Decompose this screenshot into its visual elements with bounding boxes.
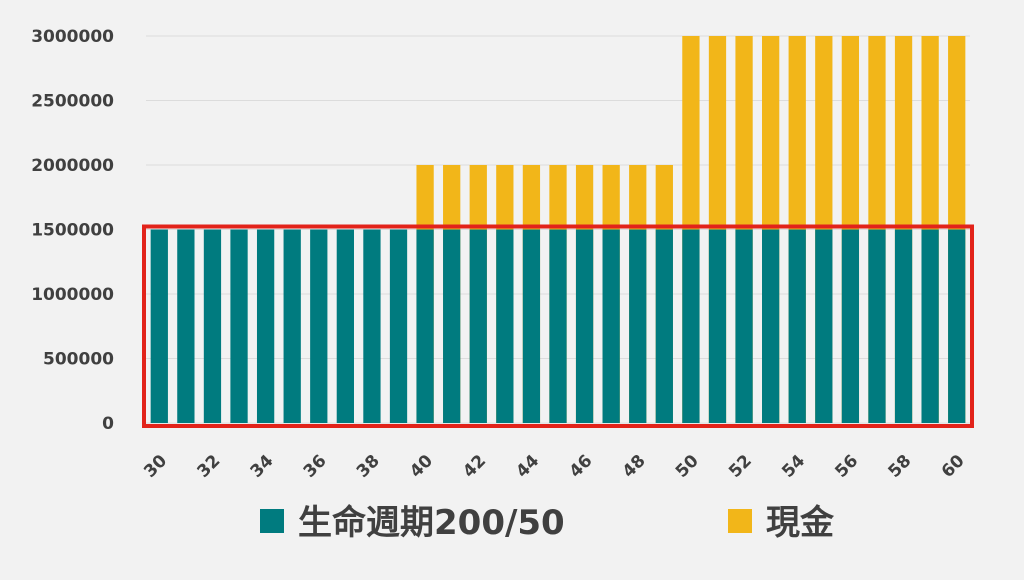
x-tick-label: 48 — [619, 451, 650, 482]
bar-lifecycle — [921, 229, 939, 423]
x-tick-label: 58 — [885, 451, 916, 482]
bar-lifecycle — [283, 229, 301, 423]
x-tick-label: 34 — [247, 451, 278, 482]
y-tick-label: 1500000 — [31, 221, 114, 241]
x-tick-label: 30 — [140, 451, 171, 482]
bar-lifecycle — [416, 229, 434, 423]
y-tick-label: 3000000 — [31, 27, 114, 47]
legend: 生命週期200/50 現金 — [260, 503, 835, 543]
x-tick-label: 36 — [300, 451, 331, 482]
y-tick-label: 1000000 — [31, 285, 114, 305]
bar-lifecycle — [363, 229, 381, 423]
bar-lifecycle — [522, 229, 541, 423]
bar-lifecycle — [788, 229, 806, 423]
y-tick-label: 2000000 — [31, 156, 114, 176]
bar-lifecycle — [735, 229, 753, 423]
bar-lifecycle — [841, 229, 860, 423]
x-tick-label: 38 — [353, 451, 384, 482]
bar-lifecycle — [682, 229, 700, 423]
bar-lifecycle — [549, 229, 567, 423]
x-tick-label: 50 — [672, 451, 703, 482]
y-tick-label: 2500000 — [31, 92, 114, 112]
bar-lifecycle — [443, 229, 461, 423]
bar-lifecycle — [469, 229, 487, 423]
x-tick-label: 40 — [406, 451, 437, 482]
legend-label-cash: 現金 — [766, 503, 835, 543]
bar-lifecycle — [762, 229, 780, 423]
bar-lifecycle — [629, 229, 647, 423]
x-axis-ticks: 30 32 34 36 38 40 42 44 46 48 50 52 54 56 58 60 — [140, 451, 968, 482]
bar-lifecycle — [815, 229, 833, 423]
bars — [150, 36, 966, 423]
legend-swatch-cash — [728, 509, 752, 533]
legend-label-lifecycle: 生命週期200/50 — [298, 503, 565, 543]
y-axis-ticks: 0 500000 1000000 1500000 2000000 2500000 30000… — [31, 27, 114, 434]
legend-swatch-lifecycle — [260, 509, 284, 533]
bar-lifecycle — [868, 229, 886, 423]
highlight-layer — [142, 224, 974, 428]
bar-lifecycle — [177, 229, 195, 423]
bar-lifecycle — [655, 229, 673, 423]
bar-lifecycle — [230, 229, 248, 423]
x-tick-label: 42 — [459, 451, 490, 482]
y-tick-label: 500000 — [43, 350, 114, 370]
bar-lifecycle — [948, 229, 966, 423]
bar-lifecycle — [389, 229, 408, 423]
bar-lifecycle — [575, 229, 594, 423]
x-tick-label: 52 — [725, 451, 756, 482]
bar-lifecycle — [894, 229, 913, 423]
y-tick-label: 0 — [102, 414, 114, 434]
bar-lifecycle — [496, 229, 514, 423]
highlight-box — [142, 224, 974, 428]
x-tick-label: 46 — [566, 451, 597, 482]
bar-lifecycle — [602, 229, 620, 423]
bar-lifecycle — [150, 229, 168, 423]
bar-lifecycle — [708, 229, 727, 423]
x-tick-label: 60 — [938, 451, 969, 482]
bar-lifecycle — [203, 229, 222, 423]
x-tick-label: 54 — [778, 451, 809, 482]
bar-lifecycle — [336, 229, 354, 423]
bar-lifecycle — [256, 229, 275, 423]
x-tick-label: 32 — [193, 451, 224, 482]
x-tick-label: 56 — [831, 451, 862, 482]
bar-lifecycle — [310, 229, 328, 423]
x-tick-label: 44 — [512, 451, 543, 482]
